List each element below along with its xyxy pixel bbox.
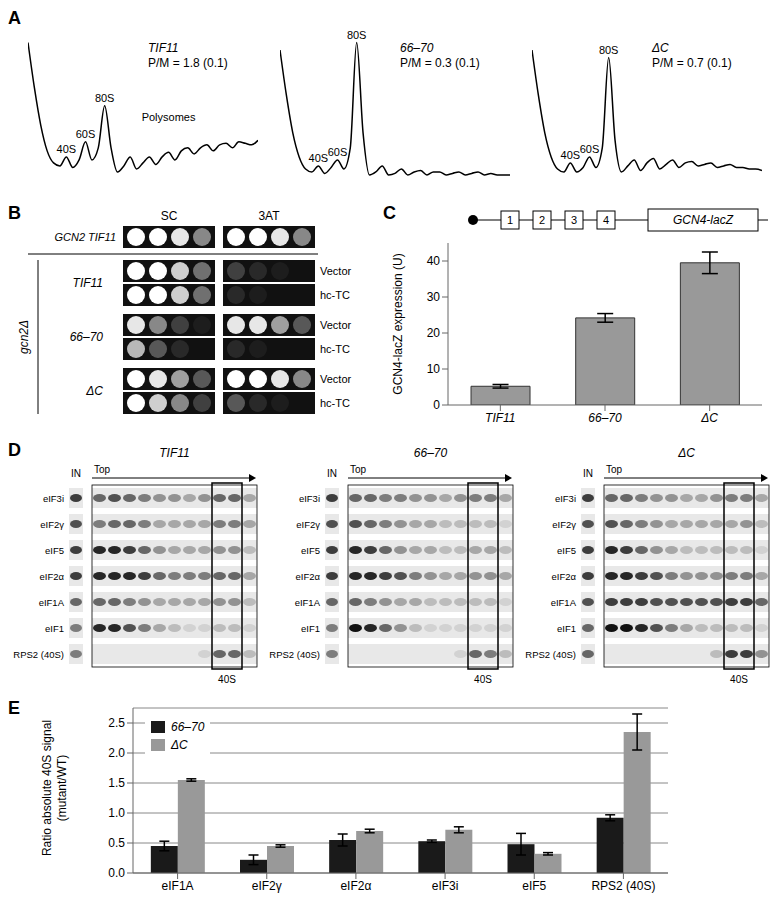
svg-text:gcn2Δ: gcn2Δ — [17, 320, 31, 354]
svg-text:40S: 40S — [730, 674, 748, 685]
svg-text:3: 3 — [571, 214, 577, 226]
svg-text:SC: SC — [161, 209, 178, 223]
html-text:ΔC: ΔC — [652, 41, 669, 55]
svg-text:66–70: 66–70 — [70, 330, 104, 344]
svg-text:10: 10 — [427, 362, 441, 376]
svg-text:eIF5: eIF5 — [557, 545, 576, 556]
svg-text:4: 4 — [603, 214, 609, 226]
html-text:66–70: 66–70 — [171, 720, 205, 734]
svg-text:GCN2 TIF11: GCN2 TIF11 — [54, 231, 116, 243]
svg-text:1.0: 1.0 — [108, 806, 125, 820]
svg-text:20: 20 — [427, 326, 441, 340]
html-text:C: C — [383, 203, 396, 223]
svg-text:0.0: 0.0 — [108, 866, 125, 880]
svg-text:2.0: 2.0 — [108, 746, 125, 760]
svg-text:eIF2γ: eIF2γ — [296, 519, 320, 530]
svg-text:60S: 60S — [328, 146, 348, 158]
svg-text:eIF3i: eIF3i — [299, 493, 320, 504]
svg-text:60S: 60S — [580, 143, 600, 155]
html-text:E: E — [8, 698, 20, 718]
svg-text:Vector: Vector — [320, 265, 352, 277]
svg-text:1: 1 — [507, 214, 513, 226]
html-text:D: D — [8, 440, 21, 460]
svg-text:Ratio absolute 40S signal(muta: Ratio absolute 40S signal(mutant/WT) — [40, 720, 69, 856]
svg-text:IN: IN — [71, 468, 81, 479]
svg-text:60S: 60S — [76, 128, 96, 140]
svg-text:eIF1A: eIF1A — [39, 597, 65, 608]
svg-text:Polysomes: Polysomes — [142, 111, 196, 123]
svg-text:IN: IN — [583, 468, 593, 479]
html-text:P/M = 0.7 (0.1): P/M = 0.7 (0.1) — [652, 56, 732, 70]
svg-text:Vector: Vector — [320, 319, 352, 331]
svg-text:eIF2α: eIF2α — [340, 879, 371, 893]
html-text:B: B — [8, 203, 21, 223]
svg-text:2.5: 2.5 — [108, 716, 125, 730]
svg-text:TIF11: TIF11 — [73, 276, 103, 290]
svg-text:eIF2γ: eIF2γ — [552, 519, 576, 530]
svg-text:80S: 80S — [95, 92, 115, 104]
svg-text:hc-TC: hc-TC — [320, 289, 350, 301]
svg-text:Vector: Vector — [320, 373, 352, 385]
html-text:TIF11: TIF11 — [148, 41, 179, 55]
svg-text:ΔC: ΔC — [85, 384, 103, 398]
svg-text:hc-TC: hc-TC — [320, 397, 350, 409]
html-text:P/M = 1.8 (0.1): P/M = 1.8 (0.1) — [148, 56, 228, 70]
svg-text:eIF1: eIF1 — [45, 623, 64, 634]
svg-text:40: 40 — [427, 254, 441, 268]
svg-text:Top: Top — [606, 464, 623, 475]
svg-text:Top: Top — [350, 464, 367, 475]
html-text:P/M = 0.3 (0.1): P/M = 0.3 (0.1) — [400, 56, 480, 70]
svg-text:eIF2γ: eIF2γ — [40, 519, 64, 530]
svg-text:66–70: 66–70 — [414, 446, 448, 460]
svg-text:eIF3i: eIF3i — [43, 493, 64, 504]
svg-text:IN: IN — [327, 468, 337, 479]
svg-text:eIF1A: eIF1A — [162, 879, 194, 893]
svg-text:40S: 40S — [561, 149, 581, 161]
svg-text:80S: 80S — [599, 44, 619, 56]
svg-text:Top: Top — [94, 464, 111, 475]
svg-text:1.5: 1.5 — [108, 776, 125, 790]
svg-text:2: 2 — [539, 214, 545, 226]
svg-text:40S: 40S — [474, 674, 492, 685]
svg-text:ΔC: ΔC — [677, 446, 695, 460]
svg-text:TIF11: TIF11 — [159, 446, 189, 460]
svg-text:0.5: 0.5 — [108, 836, 125, 850]
svg-text:30: 30 — [427, 290, 441, 304]
svg-text:eIF2α: eIF2α — [295, 571, 320, 582]
svg-text:GCN4-lacZ: GCN4-lacZ — [673, 213, 734, 227]
svg-text:eIF2γ: eIF2γ — [252, 879, 282, 893]
html-text:66–70: 66–70 — [400, 41, 434, 55]
svg-text:40S: 40S — [309, 152, 329, 164]
svg-text:eIF2α: eIF2α — [39, 571, 64, 582]
svg-text:eIF3i: eIF3i — [555, 493, 576, 504]
svg-text:RPS2 (40S): RPS2 (40S) — [591, 879, 655, 893]
svg-text:RPS2 (40S): RPS2 (40S) — [525, 649, 576, 660]
html-text:A: A — [8, 8, 21, 28]
svg-text:GCN4-lacZ expression (U): GCN4-lacZ expression (U) — [391, 253, 405, 394]
svg-text:eIF1: eIF1 — [301, 623, 320, 634]
svg-text:eIF1: eIF1 — [557, 623, 576, 634]
svg-text:eIF5: eIF5 — [301, 545, 320, 556]
svg-text:0: 0 — [433, 398, 440, 412]
svg-text:eIF2α: eIF2α — [551, 571, 576, 582]
html-text:ΔC: ΔC — [171, 738, 188, 752]
svg-text:hc-TC: hc-TC — [320, 343, 350, 355]
svg-text:eIF1A: eIF1A — [551, 597, 577, 608]
svg-text:eIF3i: eIF3i — [432, 879, 459, 893]
svg-text:3AT: 3AT — [258, 209, 280, 223]
svg-text:eIF1A: eIF1A — [295, 597, 321, 608]
svg-text:80S: 80S — [347, 29, 367, 41]
svg-text:ΔC: ΔC — [700, 411, 718, 425]
svg-text:66–70: 66–70 — [588, 411, 622, 425]
svg-text:40S: 40S — [218, 674, 236, 685]
svg-text:TIF11: TIF11 — [485, 411, 515, 425]
svg-text:RPS2 (40S): RPS2 (40S) — [269, 649, 320, 660]
svg-text:eIF5: eIF5 — [45, 545, 64, 556]
svg-text:eIF5: eIF5 — [522, 879, 546, 893]
svg-text:RPS2 (40S): RPS2 (40S) — [13, 649, 64, 660]
svg-text:40S: 40S — [57, 143, 77, 155]
